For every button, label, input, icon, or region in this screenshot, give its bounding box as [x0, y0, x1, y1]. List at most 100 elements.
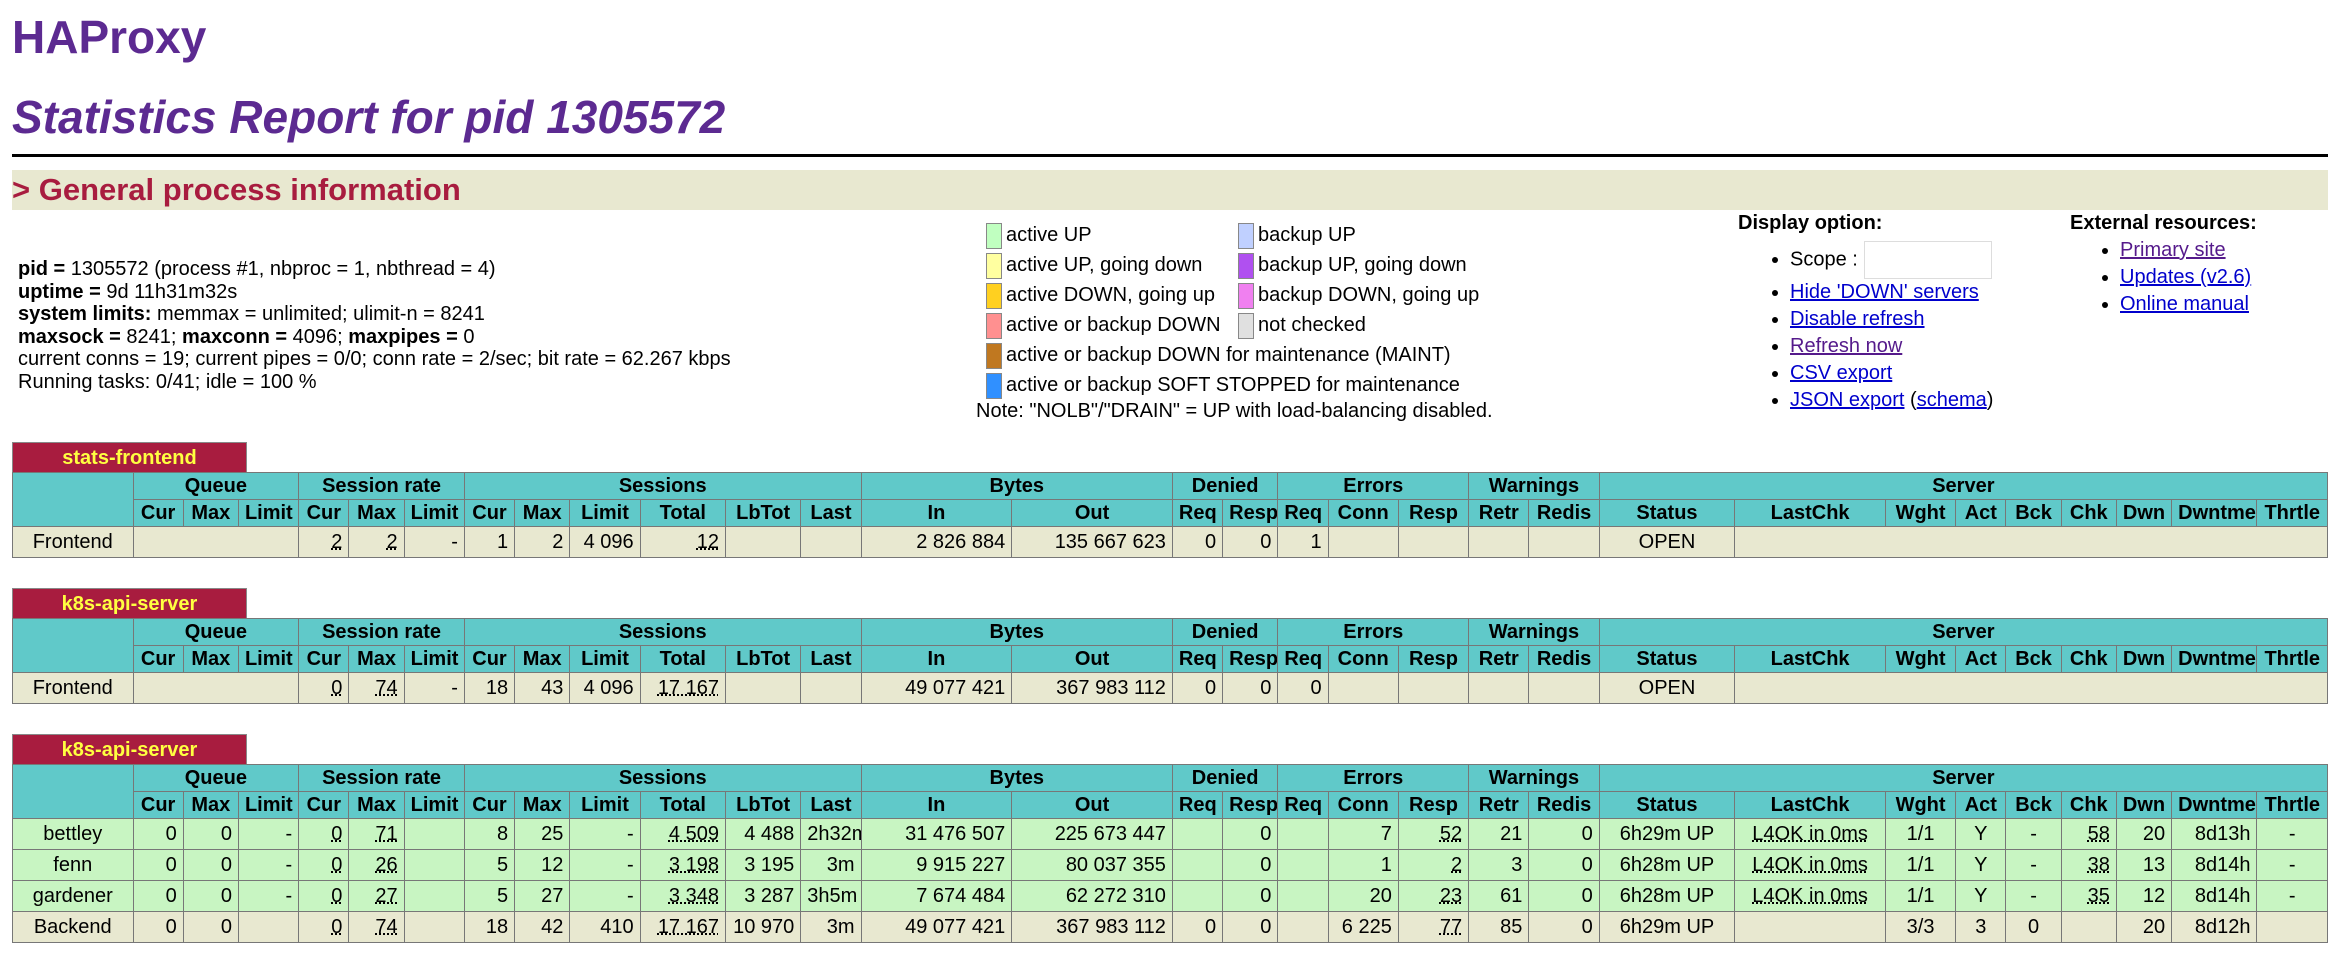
column-header: Chk — [2060, 499, 2117, 527]
table-cell: 0 — [298, 849, 350, 881]
row-name[interactable]: gardener — [12, 880, 134, 912]
table-cell: 2h32m — [800, 818, 862, 850]
table-row: gardener 0 0-0 27 5 27-3 348 3 287 3h5m 7 674 48… — [12, 880, 2328, 912]
header-group: Sessions — [463, 764, 862, 792]
row-name[interactable]: fenn — [12, 849, 134, 881]
table-cell — [1277, 911, 1329, 943]
table-cell: 0 — [298, 880, 350, 912]
header-group: Errors — [1277, 472, 1470, 500]
schema-link[interactable]: schema — [1916, 389, 1987, 411]
column-header: Last — [800, 645, 862, 673]
header-group: Warnings — [1468, 472, 1600, 500]
table-cell: 0 — [182, 911, 239, 943]
column-header: Redis — [1528, 499, 1600, 527]
table-cell: Y — [1955, 880, 2007, 912]
column-header: Req — [1171, 791, 1224, 819]
column-header: Act — [1955, 791, 2007, 819]
column-header: Max — [514, 499, 571, 527]
header-group: Sessions — [463, 618, 862, 646]
row-name[interactable]: bettley — [12, 818, 134, 850]
column-header: Cur — [132, 499, 184, 527]
table-cell: 21 — [1468, 818, 1530, 850]
table-cell: 31 476 507 — [860, 818, 1013, 850]
column-header: Dwn — [2115, 791, 2173, 819]
table-cell: 0 — [182, 818, 239, 850]
csv-export-link[interactable]: CSV export — [1790, 362, 1893, 384]
section-header: > General process information — [12, 170, 2328, 210]
online-manual-link[interactable]: Online manual — [2120, 293, 2249, 315]
column-header: Max — [348, 645, 405, 673]
column-header: Cur — [298, 645, 350, 673]
column-header: Bck — [2005, 791, 2062, 819]
table-cell — [724, 526, 802, 558]
table-cell: - — [237, 849, 300, 881]
column-header: Max — [182, 499, 239, 527]
column-header: Limit — [237, 645, 300, 673]
table-cell: - — [403, 672, 465, 704]
table-cell: 6h29m UP — [1598, 911, 1736, 943]
table-cell: 0 — [1528, 880, 1600, 912]
header-group: Server — [1598, 472, 2329, 500]
column-header: Limit — [403, 791, 465, 819]
table-cell: 0 — [1528, 849, 1600, 881]
table-cell: 71 — [348, 818, 405, 850]
proxy-title[interactable]: stats-frontend — [12, 442, 247, 473]
proxy-title[interactable]: k8s-api-server — [12, 588, 247, 619]
table-cell: 23 — [1397, 880, 1470, 912]
row-name[interactable]: Frontend — [12, 672, 134, 704]
hide-down-link[interactable]: Hide 'DOWN' servers — [1790, 281, 1979, 303]
legend-item: active or backup DOWN — [986, 312, 1221, 339]
table-cell — [1277, 880, 1329, 912]
external-title: External resources: — [2070, 212, 2257, 234]
column-header: Max — [348, 499, 405, 527]
header-group: Bytes — [860, 618, 1173, 646]
table-cell — [237, 911, 300, 943]
scope-input[interactable] — [1863, 241, 1992, 279]
column-header: Limit — [403, 499, 465, 527]
primary-site-link[interactable]: Primary site — [2120, 239, 2226, 261]
row-name[interactable]: Backend — [12, 911, 134, 943]
row-name[interactable]: Frontend — [12, 526, 134, 558]
conns-line: current conns = 19; current pipes = 0/0;… — [18, 348, 731, 370]
updates-link[interactable]: Updates (v2.6) — [2120, 266, 2252, 288]
proxy-title[interactable]: k8s-api-server — [12, 734, 247, 765]
table-cell: L4OK in 0ms — [1734, 880, 1886, 912]
column-header: Retr — [1468, 645, 1530, 673]
column-header: In — [860, 645, 1013, 673]
column-header: Cur — [463, 645, 516, 673]
table-cell: 12 — [639, 526, 726, 558]
column-header: Limit — [237, 499, 300, 527]
refresh-now-link[interactable]: Refresh now — [1790, 335, 1903, 357]
column-header: Total — [639, 645, 726, 673]
table-cell — [1397, 672, 1470, 704]
table-cell: 3 198 — [639, 849, 726, 881]
column-header: Cur — [132, 791, 184, 819]
header-group: Errors — [1277, 618, 1470, 646]
header-blank — [12, 618, 134, 673]
legend-item: active UP, going down — [986, 252, 1202, 279]
json-export-link[interactable]: JSON export — [1790, 389, 1905, 411]
column-header: Act — [1955, 645, 2007, 673]
column-header: LbTot — [724, 791, 802, 819]
table-cell: - — [2005, 818, 2062, 850]
column-header: Limit — [237, 791, 300, 819]
table-cell: 38 — [2060, 849, 2117, 881]
table-cell: - — [2005, 880, 2062, 912]
table-cell: 1 — [1327, 849, 1399, 881]
table-cell: - — [237, 880, 300, 912]
table-cell: 0 — [298, 818, 350, 850]
column-header: Cur — [463, 791, 516, 819]
table-cell: OPEN — [1598, 672, 1736, 704]
column-header: Thrtle — [2256, 645, 2328, 673]
column-header: LastChk — [1734, 499, 1886, 527]
legend-item: backup DOWN, going up — [1238, 282, 1479, 309]
disable-refresh-link[interactable]: Disable refresh — [1790, 308, 1925, 330]
column-header: Conn — [1327, 499, 1399, 527]
legend-item: active UP — [986, 222, 1092, 249]
table-cell: 0 — [1222, 849, 1279, 881]
table-cell: 17 167 — [639, 911, 726, 943]
column-header: Max — [182, 645, 239, 673]
table-cell: 20 — [2115, 911, 2173, 943]
header-group: Session rate — [298, 618, 465, 646]
column-header: Status — [1598, 645, 1736, 673]
